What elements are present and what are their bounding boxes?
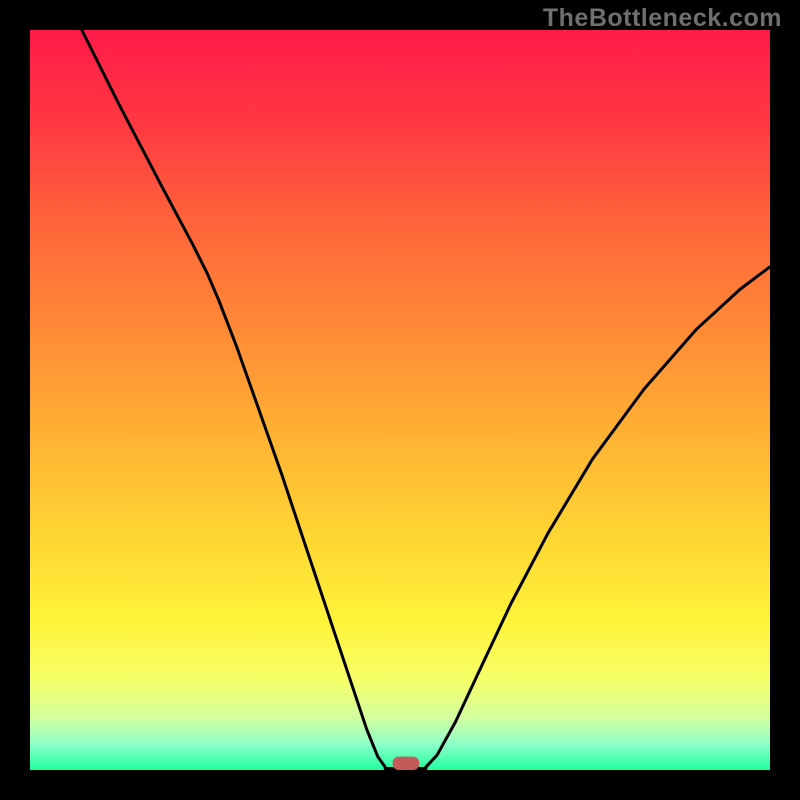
gradient-background xyxy=(30,30,770,770)
plot-svg xyxy=(30,30,770,770)
plot-area xyxy=(30,30,770,770)
chart-stage: TheBottleneck.com xyxy=(0,0,800,800)
bottleneck-marker xyxy=(393,757,420,770)
watermark-text: TheBottleneck.com xyxy=(543,4,782,33)
